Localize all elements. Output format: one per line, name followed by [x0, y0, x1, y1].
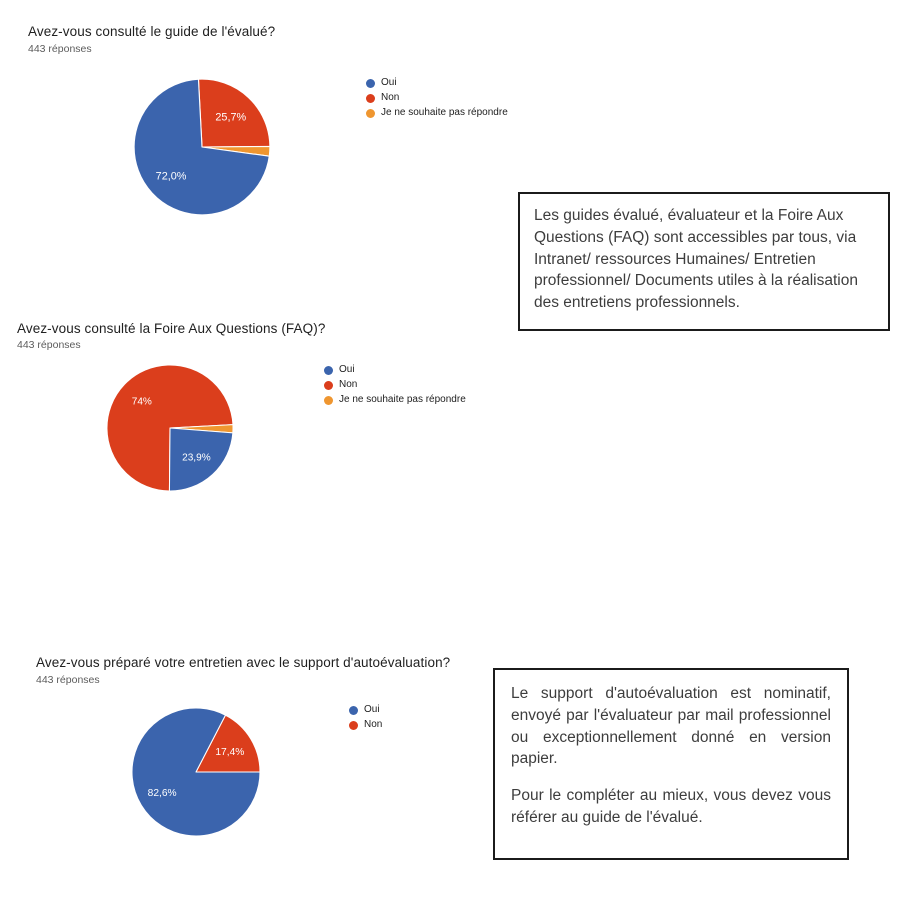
chart-title: Avez-vous préparé votre entretien avec l…	[36, 655, 451, 670]
legend-color-dot	[366, 108, 375, 118]
pie-legend: Oui Non	[349, 703, 382, 733]
annotation-paragraph: Pour le compléter au mieux, vous devez v…	[511, 787, 831, 826]
chart-title: Avez-vous consulté le guide de l'évalué?	[28, 24, 276, 39]
legend-item-non: Non	[366, 91, 508, 106]
pie-legend: Oui Non Je ne souhaite pas répondre	[366, 76, 508, 121]
legend-label: Non	[381, 92, 400, 104]
legend-item-je-ne-souhaite-pas-r-pondre: Je ne souhaite pas répondre	[324, 393, 466, 408]
pie-chart-autoevaluation: 17,4% 82,6%	[130, 706, 262, 838]
legend-label: Je ne souhaite pas répondre	[381, 107, 508, 119]
legend-color-dot	[324, 365, 333, 375]
annotation-box-support-autoevaluation: Le support d'autoévaluation est nominati…	[493, 668, 849, 860]
legend-item-oui: Oui	[324, 363, 466, 378]
legend-item-oui: Oui	[366, 76, 508, 91]
pie-slice-non	[197, 78, 271, 148]
chart-response-count: 443 réponses	[36, 674, 100, 686]
legend-item-non: Non	[324, 378, 466, 393]
legend-color-dot	[349, 720, 358, 730]
legend-label: Non	[364, 719, 383, 731]
pie-slice-oui	[131, 707, 261, 837]
pie-slice-non	[195, 714, 261, 773]
pie-slice-label: 25,7%	[215, 111, 246, 123]
annotation-paragraph: Les guides évalué, évaluateur et la Foir…	[534, 207, 858, 312]
pie-slice-label: 23,9%	[182, 452, 211, 463]
pie-slice-oui	[133, 78, 270, 216]
legend-item-je-ne-souhaite-pas-r-pondre: Je ne souhaite pas répondre	[366, 106, 508, 121]
chart-title: Avez-vous consulté la Foire Aux Question…	[17, 321, 326, 336]
pie-slice-label: 82,6%	[148, 788, 177, 799]
chart-response-count: 443 réponses	[17, 339, 81, 351]
legend-label: Oui	[381, 77, 397, 89]
pie-slice-label: 74%	[132, 397, 152, 408]
legend-color-dot	[366, 78, 375, 88]
pie-slice-label: 72,0%	[156, 170, 187, 182]
legend-item-non: Non	[349, 718, 382, 733]
pie-legend: Oui Non Je ne souhaite pas répondre	[324, 363, 466, 408]
legend-label: Oui	[339, 364, 355, 376]
legend-color-dot	[349, 705, 358, 715]
legend-color-dot	[366, 93, 375, 103]
legend-label: Je ne souhaite pas répondre	[339, 394, 466, 406]
legend-item-oui: Oui	[349, 703, 382, 718]
legend-label: Non	[339, 379, 358, 391]
legend-color-dot	[324, 380, 333, 390]
chart-response-count: 443 réponses	[28, 43, 92, 55]
annotation-paragraph: Le support d'autoévaluation est nominati…	[511, 685, 831, 768]
annotation-box-guides-acces: Les guides évalué, évaluateur et la Foir…	[518, 192, 890, 331]
pie-slice-oui	[168, 427, 234, 492]
legend-color-dot	[324, 395, 333, 405]
pie-chart-faq: 74% 23,9%	[105, 363, 235, 493]
pie-slice-label: 17,4%	[215, 747, 244, 758]
pie-chart-guide-evalue: 25,7% 72,0%	[132, 77, 272, 217]
legend-label: Oui	[364, 704, 380, 716]
